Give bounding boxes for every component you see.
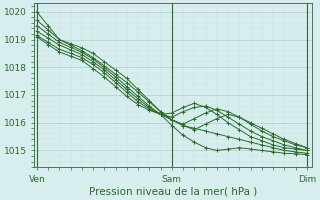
X-axis label: Pression niveau de la mer( hPa ): Pression niveau de la mer( hPa ): [89, 187, 257, 197]
